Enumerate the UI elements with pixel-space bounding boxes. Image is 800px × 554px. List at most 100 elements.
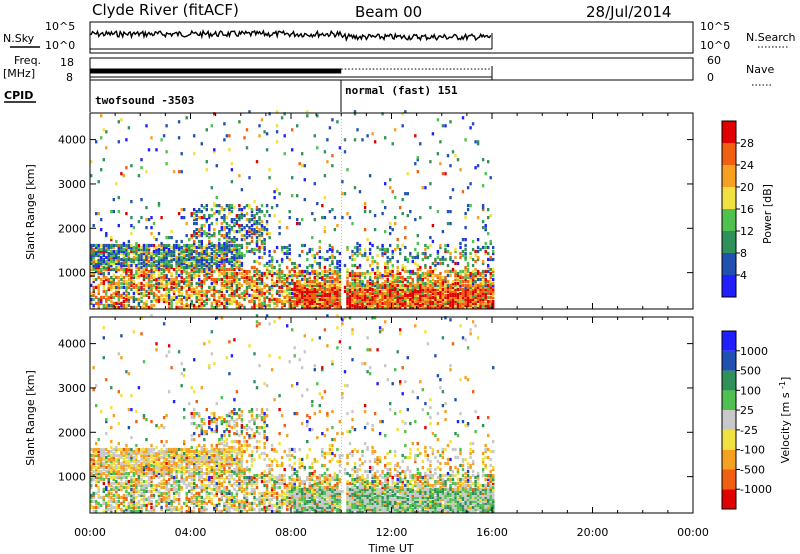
power-cell (394, 299, 397, 303)
power-cell (117, 283, 120, 287)
velocity-cell (210, 465, 213, 470)
velocity-cell (90, 461, 93, 466)
power-cell (481, 285, 485, 289)
power-cell (102, 279, 105, 284)
velocity-cell (97, 501, 100, 505)
power-cell (426, 283, 430, 287)
power-cell (311, 281, 314, 286)
power-cell (162, 273, 166, 278)
power-cell (177, 281, 181, 286)
power-cell (122, 257, 126, 262)
power-cell (235, 279, 239, 284)
velocity-cell (150, 469, 153, 474)
power-cell (268, 285, 271, 289)
power-cell (223, 247, 226, 252)
velocity-cell (190, 477, 193, 482)
power-cell (258, 287, 261, 291)
velocity-cell (160, 449, 163, 454)
power-cell (441, 291, 445, 295)
velocity-cell (115, 481, 118, 486)
power-cell (263, 295, 266, 299)
power-cell (316, 301, 319, 305)
power-cell (291, 277, 294, 282)
power-cell (316, 291, 319, 295)
power-cell (411, 271, 414, 276)
power-cell (401, 285, 404, 289)
power-cell (346, 291, 349, 295)
power-cell (95, 263, 98, 268)
power-cell (328, 126, 332, 130)
power-cell (215, 204, 218, 208)
velocity-cell (117, 487, 120, 491)
power-cell (230, 279, 234, 284)
velocity-cell (90, 477, 93, 482)
power-cell (240, 243, 244, 248)
power-cell (210, 241, 213, 246)
power-cell (115, 182, 118, 186)
power-cell (399, 287, 402, 291)
power-cell (260, 291, 264, 295)
power-cell (183, 279, 186, 284)
velocity-cell (132, 487, 136, 491)
power-cell (434, 279, 437, 284)
power-cell (230, 251, 234, 256)
power-cell (444, 279, 447, 284)
velocity-cell (180, 507, 183, 511)
velocity-cell (150, 505, 153, 509)
power-cell (386, 279, 389, 284)
power-cell (351, 257, 354, 262)
power-cell (451, 303, 455, 307)
power-cell (220, 283, 223, 287)
power-cell (484, 283, 487, 287)
velocity-cell (125, 459, 128, 464)
power-cell (278, 269, 281, 274)
velocity-cell (137, 451, 141, 456)
velocity-cell (180, 479, 183, 484)
power-cell (431, 303, 435, 307)
velocity-cell (120, 467, 123, 472)
velocity-cell (195, 499, 198, 503)
power-cell (248, 110, 251, 114)
power-cell (160, 138, 163, 142)
power-cell (278, 293, 281, 297)
power-cell (283, 251, 286, 256)
power-cell (150, 251, 153, 256)
power-cell (208, 226, 211, 230)
power-cell (100, 251, 103, 256)
power-cell (368, 271, 372, 276)
power-cell (444, 257, 447, 262)
velocity-cell (117, 457, 120, 462)
power-cell (306, 299, 309, 303)
power-cell (233, 239, 236, 244)
power-cell (102, 251, 105, 256)
power-cell (115, 251, 118, 256)
power-cell (444, 277, 447, 282)
power-cell (333, 301, 337, 305)
power-cell (441, 295, 445, 299)
power-cell (406, 287, 409, 291)
power-cell (185, 249, 188, 254)
power-cell (90, 245, 93, 250)
power-cell (389, 295, 392, 299)
power-cell (210, 281, 213, 286)
power-cell (459, 241, 462, 246)
power-cell (167, 265, 171, 270)
power-cell (338, 297, 342, 301)
velocity-cell (165, 414, 168, 418)
velocity-cell (115, 457, 118, 462)
power-cell (416, 234, 419, 238)
velocity-cell (205, 483, 208, 488)
power-cell (353, 285, 357, 289)
velocity-cell (132, 455, 136, 460)
power-cell (255, 287, 259, 291)
power-cell (172, 295, 176, 299)
power-cell (378, 275, 382, 280)
power-cell (107, 253, 110, 258)
power-cell (451, 305, 455, 309)
power-cell (95, 212, 98, 216)
power-cell (183, 277, 186, 282)
velocity-cell (135, 420, 138, 424)
power-cell (105, 297, 108, 301)
velocity-cell (125, 495, 128, 499)
